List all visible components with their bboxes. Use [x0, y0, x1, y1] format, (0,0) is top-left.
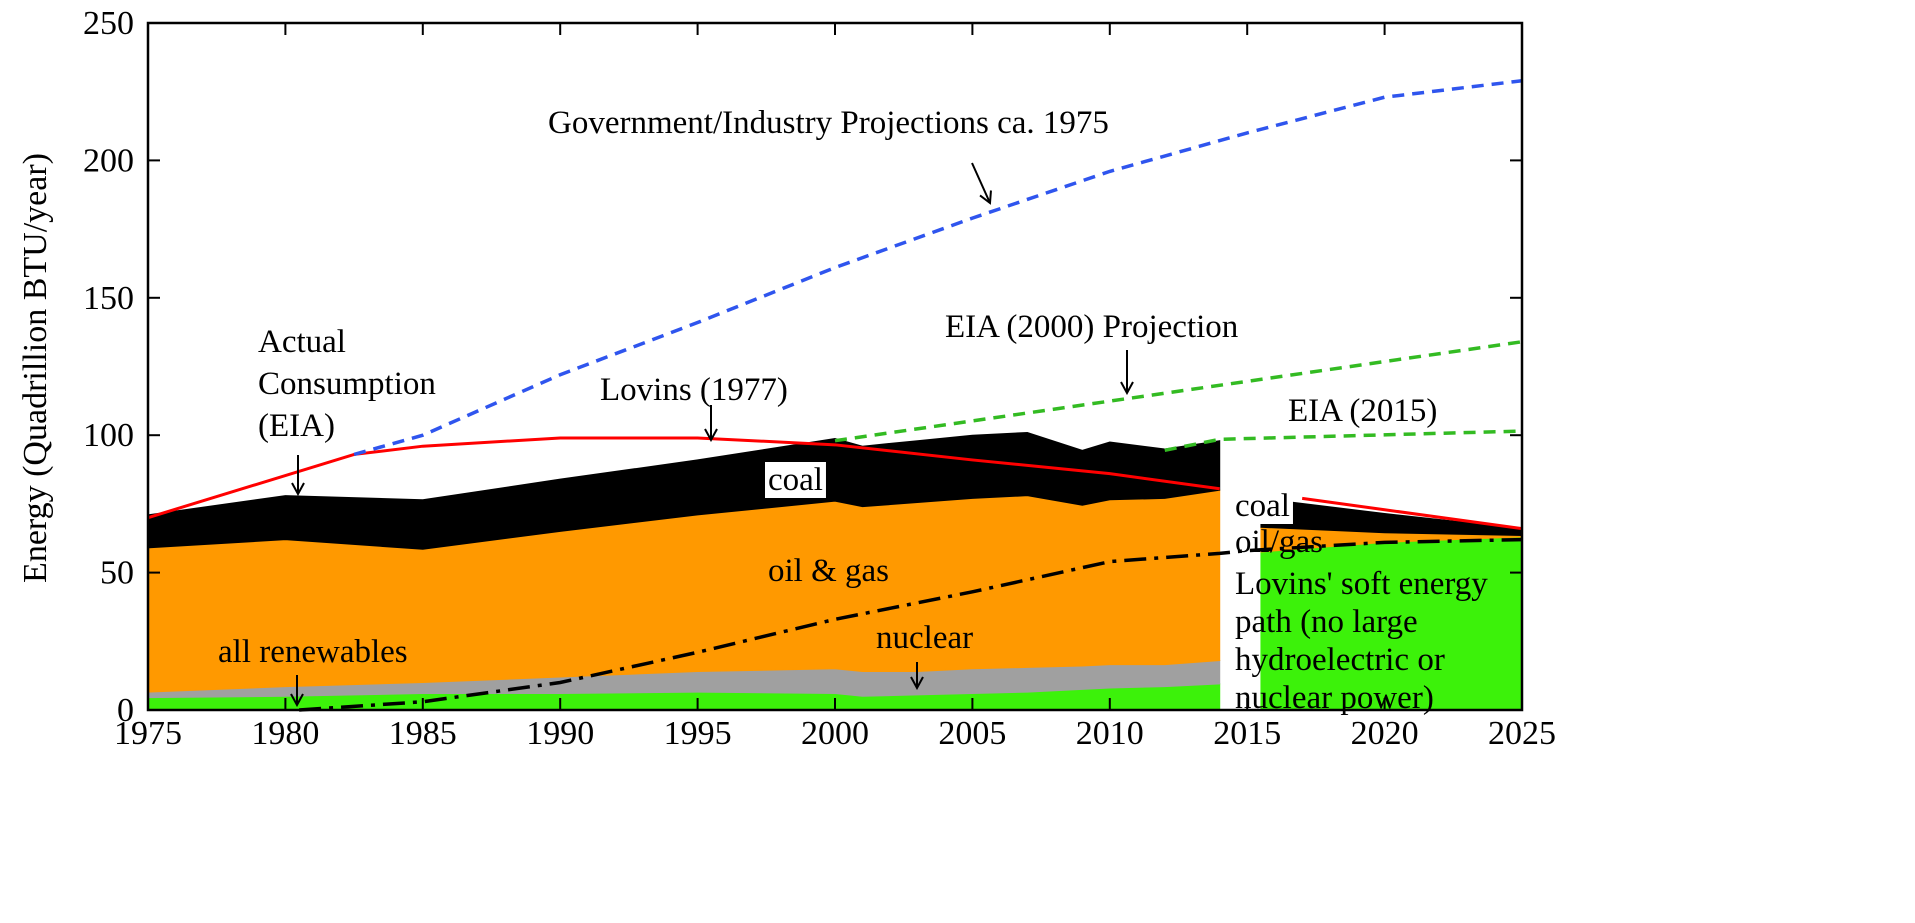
line	[299, 537, 1523, 712]
x-tick-label: 1990	[526, 715, 594, 752]
x-tick-label: 2010	[1076, 715, 1144, 752]
x-tick-label: 2005	[938, 715, 1006, 752]
label: all renewables	[218, 634, 408, 670]
label: Lovins (1977)	[600, 372, 788, 408]
x-tick-label: 1980	[251, 715, 319, 752]
lines	[147, 78, 1523, 712]
axes: 1975 1980 1985 1990 1995 2000 2005 2010 2015 2020…	[83, 5, 1556, 752]
arrow	[971, 162, 990, 203]
x-tick-label: 2025	[1488, 715, 1556, 752]
label: Actual	[258, 324, 346, 360]
label: (EIA)	[258, 408, 335, 444]
y-tick-label: 250	[83, 5, 134, 42]
label: oil/gas	[1235, 524, 1323, 560]
label: Consumption	[258, 366, 436, 402]
line	[353, 78, 1523, 457]
areas	[147, 431, 1523, 711]
y-tick-label: 200	[83, 142, 134, 179]
x-tick-label: 2020	[1351, 715, 1419, 752]
x-tick-label: 2015	[1213, 715, 1281, 752]
label-background	[1232, 488, 1293, 524]
line	[834, 340, 1523, 443]
y-tick-label: 150	[83, 280, 134, 317]
label: Lovins' soft energy	[1235, 566, 1488, 602]
label: path (no large	[1235, 604, 1418, 640]
label-background	[765, 462, 826, 498]
x-tick-label: 2000	[801, 715, 869, 752]
area	[147, 431, 1221, 550]
label: coal	[1235, 488, 1290, 524]
label: hydroelectric or	[1235, 642, 1445, 678]
label: coal	[768, 462, 823, 498]
labels: all renewables nuclear oil & gas coal Lovins…	[218, 105, 1488, 716]
label: oil & gas	[768, 553, 889, 589]
y-tick-label: 50	[100, 555, 134, 592]
label: nuclear	[876, 620, 973, 656]
y-axis-label: Energy (Quadrillion BTU/year)	[17, 153, 54, 583]
x-tick-label: 1975	[114, 715, 182, 752]
y-tick-label: 100	[83, 417, 134, 454]
x-tick-label: 1985	[389, 715, 457, 752]
arrows	[297, 162, 1127, 705]
label: Government/Industry Projections ca. 1975	[548, 105, 1109, 141]
line	[147, 436, 1523, 531]
label: EIA (2015)	[1288, 393, 1437, 429]
x-tick-label: 1995	[664, 715, 732, 752]
label: EIA (2000) Projection	[945, 309, 1238, 345]
y-tick-label: 0	[117, 692, 134, 729]
